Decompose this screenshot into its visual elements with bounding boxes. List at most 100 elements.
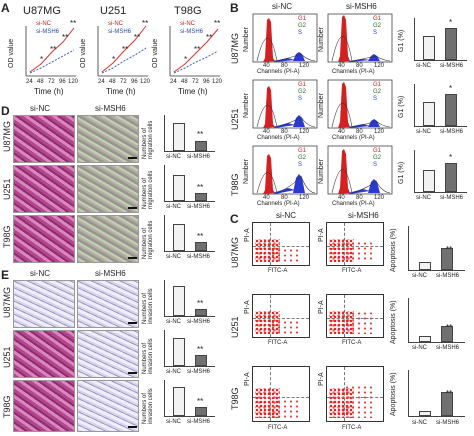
bar-label-nc: si-NC — [416, 195, 431, 201]
x-axis-label: Time (h) — [34, 87, 64, 96]
column-header-msh6: si-MSH6 — [348, 211, 379, 220]
bar-msh6 — [195, 193, 207, 201]
hist-tick: 120 — [374, 129, 385, 135]
invasion-image-nc-t98g — [13, 380, 75, 432]
column-header-msh6: si-MSH6 — [346, 2, 377, 11]
hist-tick: 80 — [281, 63, 288, 69]
x-tick: 120 — [140, 79, 151, 85]
migration-image-msh6-u251 — [77, 165, 139, 213]
hist-tick: 40 — [338, 63, 345, 69]
bar-ylabel: Apoptosis (%) — [390, 372, 397, 416]
bar-msh6 — [195, 407, 207, 416]
bar-ylabel: Numbers of invasion cells — [142, 388, 154, 424]
row-label: T98G — [2, 395, 12, 418]
chart-title: U87MG — [23, 5, 61, 17]
apoptosis-bar-chart-u251: Apoptosis (%) ** si-NC si-MSH6 — [390, 292, 472, 358]
sig-star: * — [449, 18, 453, 27]
x-tick: 72 — [120, 79, 127, 85]
invasion-bar-chart-u87mg: Numbers of invasion cells ** si-NC si-MS… — [142, 278, 226, 328]
bar-nc — [173, 224, 185, 251]
row-label: T98G — [230, 173, 240, 196]
hist-tick: 120 — [374, 195, 385, 201]
column-header-nc: si-NC — [30, 104, 50, 113]
row-label: U87MG — [230, 32, 240, 64]
panel-e-letter: E — [1, 268, 10, 282]
cell-cycle-histogram-nc-u251: Number G1 G2 S 40 80 120 Channels (PI-A) — [243, 78, 319, 141]
cell-cycle-histogram-nc-u87mg: Number G1 G2 S 40 80 120 Channels (PI-A) — [243, 12, 319, 75]
sig-star: * — [40, 55, 44, 64]
cell-cycle-histogram-msh6-t98g: Number G1 G2 S 40 80 120 Channels (PI-A) — [318, 144, 394, 207]
line-plot — [97, 25, 148, 77]
bar-label-nc: si-NC — [416, 129, 431, 135]
row-label: U251 — [230, 108, 240, 130]
bar-nc — [419, 262, 431, 270]
facs-plot-msh6-u87mg — [326, 222, 384, 266]
hist-xlabel: Channels (PI-A) — [257, 201, 300, 207]
hist-tick: 80 — [356, 63, 363, 69]
migration-bar-chart-u251: Numbers of migration cells ** si-NC si-M… — [142, 163, 226, 213]
chart-title: T98G — [174, 5, 202, 17]
legend-g2: G2 — [298, 155, 307, 161]
x-tick: 72 — [48, 79, 55, 85]
sig-star: ** — [70, 19, 77, 28]
x-tick: 72 — [192, 79, 199, 85]
sig-star: ** — [197, 299, 204, 308]
column-header-nc: si-NC — [272, 2, 292, 11]
bar-label-nc: si-NC — [166, 369, 181, 375]
x-tick: 96 — [203, 79, 210, 85]
hist-tick: 40 — [263, 195, 270, 201]
row-label: U251 — [230, 316, 240, 338]
bar-nc — [173, 175, 185, 201]
facs-xlabel: FITC-A — [342, 340, 362, 346]
scale-bar — [128, 322, 137, 324]
facs-ylabel: PI-A — [318, 228, 325, 242]
bar-label-nc: si-NC — [412, 273, 427, 279]
bar-label-nc: si-NC — [166, 319, 181, 325]
facs-xlabel: FITC-A — [268, 340, 288, 346]
bar-nc — [419, 336, 431, 342]
facs-ylabel: PI-A — [244, 228, 251, 242]
line-plot — [169, 26, 220, 77]
bar-label-msh6: si-MSH6 — [440, 129, 464, 135]
hist-tick: 40 — [263, 129, 270, 135]
hist-tick: 40 — [338, 129, 345, 135]
x-tick: 120 — [212, 79, 223, 85]
bar-ylabel: G1 (%) — [398, 95, 405, 118]
bar-label-nc: si-NC — [412, 420, 427, 426]
row-label: T98G — [230, 387, 240, 410]
legend-g2: G2 — [373, 89, 382, 95]
x-tick: 120 — [68, 79, 79, 85]
legend-g1: G1 — [298, 148, 307, 154]
chart-title: U251 — [100, 5, 127, 17]
bar-label-nc: si-NC — [166, 204, 181, 210]
hist-xlabel: Channels (PI-A) — [332, 135, 375, 141]
bar-label-nc: si-NC — [166, 254, 181, 260]
hist-tick: 80 — [356, 129, 363, 135]
facs-plot-nc-u87mg — [252, 222, 310, 266]
bar-nc — [173, 387, 185, 416]
line-plot — [25, 26, 76, 77]
hist-tick: 40 — [263, 63, 270, 69]
sig-star: ** — [197, 345, 204, 354]
legend-s: S — [373, 96, 378, 102]
bar-nc — [423, 170, 435, 192]
bar-label-msh6: si-MSH6 — [187, 419, 211, 425]
invasion-bar-chart-t98g: Numbers of invasion cells ** si-NC si-MS… — [142, 378, 226, 432]
sig-star: ** — [50, 45, 57, 54]
hist-xlabel: Channels (PI-A) — [257, 135, 300, 141]
panel-d-letter: D — [1, 104, 10, 118]
sig-star: ** — [197, 397, 204, 406]
bar-msh6 — [441, 248, 453, 270]
migration-image-nc-t98g — [13, 215, 75, 263]
legend-g2: G2 — [373, 23, 382, 29]
bar-nc — [423, 36, 435, 60]
facs-xlabel: FITC-A — [268, 425, 288, 431]
migration-image-msh6-u87mg — [77, 115, 139, 163]
bar-nc — [173, 286, 185, 316]
bar-msh6 — [445, 94, 457, 126]
sig-star: * — [449, 153, 453, 162]
invasion-image-nc-u251 — [13, 330, 75, 378]
g1-bar-chart-t98g: G1 (%) * si-NC si-MSH6 — [398, 144, 472, 206]
bar-msh6 — [195, 309, 207, 316]
bar-msh6 — [445, 163, 457, 192]
